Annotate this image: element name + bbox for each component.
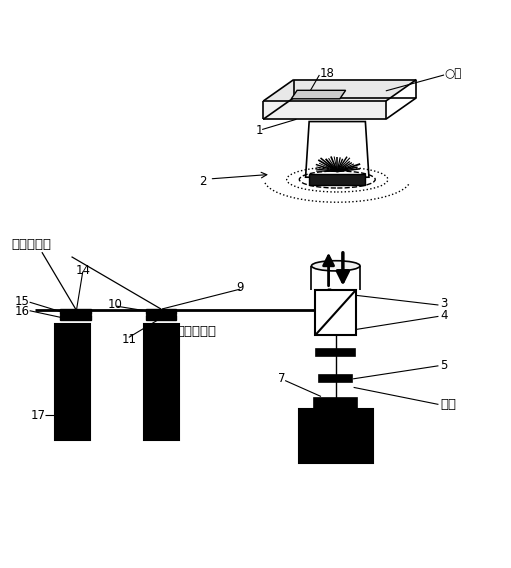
Bar bbox=[60, 315, 91, 320]
Text: 12: 12 bbox=[142, 410, 157, 422]
Bar bbox=[316, 349, 355, 356]
Bar bbox=[319, 375, 352, 382]
Text: 17: 17 bbox=[31, 410, 45, 422]
Bar bbox=[146, 315, 176, 320]
Bar bbox=[146, 309, 176, 314]
Text: 18: 18 bbox=[319, 68, 334, 80]
Bar bbox=[144, 324, 179, 440]
Text: 16: 16 bbox=[14, 305, 29, 318]
Text: 14: 14 bbox=[76, 264, 90, 277]
Text: 成像激光束: 成像激光束 bbox=[176, 325, 216, 339]
Text: 3: 3 bbox=[440, 298, 448, 310]
Text: 1: 1 bbox=[256, 124, 263, 137]
Polygon shape bbox=[263, 80, 416, 101]
Text: 15: 15 bbox=[14, 295, 29, 307]
Text: ○点: ○点 bbox=[445, 68, 462, 80]
Text: 10: 10 bbox=[107, 298, 122, 311]
Text: 4: 4 bbox=[440, 310, 448, 322]
Ellipse shape bbox=[312, 261, 360, 271]
Bar bbox=[60, 309, 91, 314]
Text: 9: 9 bbox=[237, 281, 244, 294]
Bar bbox=[55, 324, 90, 440]
Bar bbox=[309, 174, 365, 185]
Text: 荧光: 荧光 bbox=[440, 399, 456, 411]
Bar bbox=[315, 290, 356, 335]
Text: 11: 11 bbox=[122, 333, 136, 346]
Polygon shape bbox=[291, 90, 345, 99]
Polygon shape bbox=[263, 101, 386, 119]
Text: 激活激光束: 激活激光束 bbox=[11, 238, 51, 251]
Text: 5: 5 bbox=[440, 360, 448, 372]
Bar bbox=[299, 409, 373, 463]
Bar bbox=[314, 398, 357, 409]
Text: 2: 2 bbox=[199, 176, 207, 188]
Text: 7: 7 bbox=[278, 373, 286, 385]
